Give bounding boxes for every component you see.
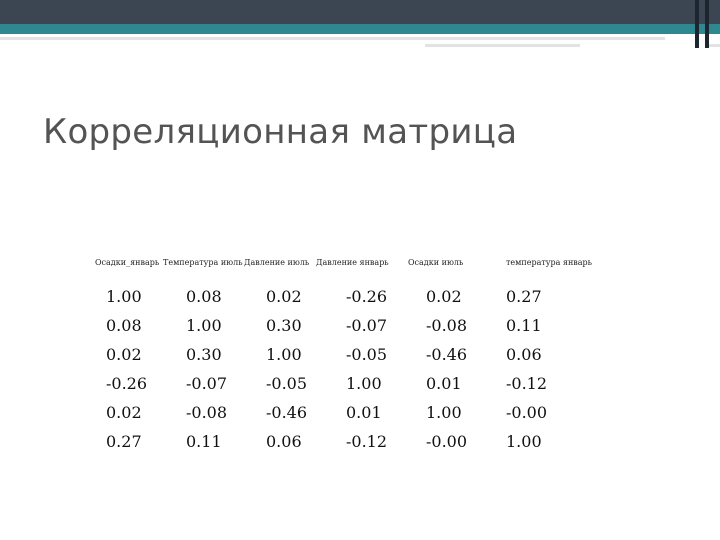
matrix-cell: 0.27 (506, 287, 542, 306)
matrix-cell: -0.46 (426, 345, 468, 364)
matrix-cell: -0.12 (346, 432, 388, 451)
matrix-cell: 0.08 (106, 316, 142, 335)
matrix-cell: 0.06 (266, 432, 302, 451)
matrix-cell: 0.02 (106, 403, 142, 422)
matrix-cell: 0.30 (266, 316, 302, 335)
corner-decor (705, 0, 709, 48)
matrix-cell: 1.00 (106, 287, 142, 306)
column-header: Температура июль (163, 258, 243, 267)
matrix-cell: -0.26 (106, 374, 148, 393)
matrix-cell: -0.05 (266, 374, 308, 393)
corner-decor (695, 0, 699, 48)
accent-bar (0, 24, 720, 34)
decor-line (0, 37, 665, 40)
decor-line (425, 44, 580, 47)
matrix-cell: 0.08 (186, 287, 222, 306)
matrix-cell: 0.01 (346, 403, 382, 422)
column-header: Осадки_январь (95, 258, 160, 267)
matrix-cell: 1.00 (186, 316, 222, 335)
matrix-cell: -0.46 (266, 403, 308, 422)
matrix-cell: -0.08 (426, 316, 468, 335)
matrix-cell: 0.06 (506, 345, 542, 364)
column-header: Давление июль (244, 258, 310, 267)
matrix-cell: 1.00 (266, 345, 302, 364)
matrix-cell: 1.00 (426, 403, 462, 422)
slide-title: Корреляционная матрица (43, 112, 518, 152)
matrix-cell: 0.02 (106, 345, 142, 364)
matrix-cell: 0.01 (426, 374, 462, 393)
matrix-cell: 0.02 (426, 287, 462, 306)
matrix-cell: 1.00 (346, 374, 382, 393)
matrix-cell: -0.26 (346, 287, 388, 306)
matrix-cell: -0.00 (506, 403, 548, 422)
matrix-cell: -0.12 (506, 374, 548, 393)
matrix-cell: 0.27 (106, 432, 142, 451)
decor-line (705, 44, 720, 47)
column-header: Давление январь (316, 258, 389, 267)
matrix-cell: 0.30 (186, 345, 222, 364)
top-decor-bar (0, 0, 720, 24)
matrix-cell: -0.05 (346, 345, 388, 364)
column-header: Осадки июль (408, 258, 464, 267)
matrix-cell: -0.08 (186, 403, 228, 422)
matrix-cell: 0.02 (266, 287, 302, 306)
matrix-cell: 1.00 (506, 432, 542, 451)
column-header: температура январь (506, 258, 593, 267)
matrix-cell: -0.07 (186, 374, 228, 393)
matrix-cell: -0.07 (346, 316, 388, 335)
matrix-cell: -0.00 (426, 432, 468, 451)
matrix-cell: 0.11 (186, 432, 222, 451)
matrix-cell: 0.11 (506, 316, 542, 335)
